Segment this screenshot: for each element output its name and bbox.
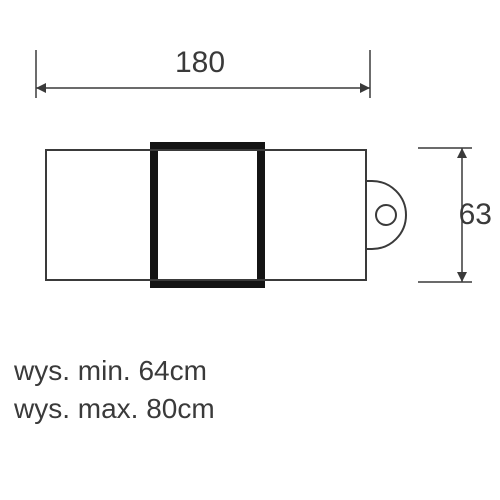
dim-width-label: 180 [175,46,225,79]
dim-top-arrow-left [36,83,46,93]
center-band-window [158,150,257,280]
dim-right-arrow-bot [457,272,467,282]
lug-hole [376,205,396,225]
note-line-2: wys. max. 80cm [13,393,215,424]
dim-top-arrow-right [360,83,370,93]
note-line-1: wys. min. 64cm [13,355,207,386]
dim-right-arrow-top [457,148,467,158]
dim-height-label: 63 [459,198,492,231]
